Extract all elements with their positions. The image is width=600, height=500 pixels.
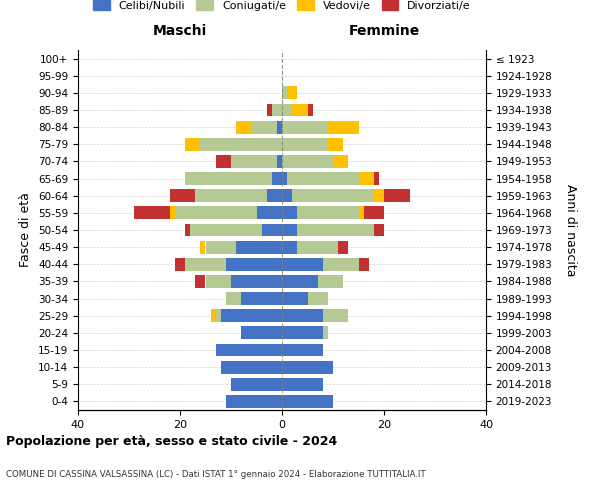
Bar [226, 395, 282, 408]
Bar [287, 172, 359, 185]
Bar [323, 326, 328, 340]
Bar [282, 86, 287, 100]
Bar [221, 360, 282, 374]
Text: Maschi: Maschi [153, 24, 207, 38]
Bar [231, 275, 282, 288]
Bar [282, 206, 298, 220]
Bar [185, 172, 272, 185]
Bar [282, 240, 298, 254]
Bar [282, 344, 323, 356]
Bar [333, 155, 349, 168]
Bar [374, 224, 384, 236]
Bar [267, 190, 282, 202]
Bar [185, 138, 200, 150]
Bar [175, 258, 185, 270]
Bar [282, 104, 292, 117]
Bar [170, 206, 175, 220]
Bar [282, 190, 292, 202]
Bar [236, 240, 282, 254]
Bar [328, 120, 359, 134]
Bar [216, 155, 231, 168]
Bar [231, 378, 282, 390]
Y-axis label: Anni di nascita: Anni di nascita [563, 184, 577, 276]
Bar [282, 172, 287, 185]
Bar [190, 224, 262, 236]
Bar [262, 224, 282, 236]
Y-axis label: Fasce di età: Fasce di età [19, 192, 32, 268]
Bar [359, 206, 364, 220]
Bar [170, 190, 196, 202]
Bar [282, 275, 318, 288]
Bar [282, 360, 333, 374]
Bar [282, 395, 333, 408]
Bar [318, 275, 343, 288]
Bar [292, 104, 308, 117]
Bar [134, 206, 170, 220]
Bar [384, 190, 410, 202]
Bar [231, 155, 277, 168]
Bar [328, 138, 343, 150]
Bar [292, 190, 374, 202]
Bar [211, 310, 216, 322]
Bar [272, 172, 282, 185]
Bar [308, 292, 328, 305]
Bar [359, 172, 374, 185]
Bar [216, 310, 221, 322]
Bar [226, 258, 282, 270]
Legend: Celibi/Nubili, Coniugati/e, Vedovi/e, Divorziati/e: Celibi/Nubili, Coniugati/e, Vedovi/e, Di… [89, 0, 475, 16]
Bar [308, 104, 313, 117]
Bar [272, 104, 282, 117]
Bar [206, 240, 236, 254]
Bar [282, 326, 323, 340]
Bar [196, 275, 206, 288]
Text: Popolazione per età, sesso e stato civile - 2024: Popolazione per età, sesso e stato civil… [6, 435, 337, 448]
Bar [251, 120, 277, 134]
Bar [185, 258, 226, 270]
Bar [200, 138, 282, 150]
Bar [282, 378, 323, 390]
Bar [221, 310, 282, 322]
Bar [298, 206, 359, 220]
Bar [277, 120, 282, 134]
Bar [267, 104, 272, 117]
Bar [277, 155, 282, 168]
Bar [282, 138, 328, 150]
Bar [200, 240, 206, 254]
Bar [282, 258, 323, 270]
Bar [206, 275, 231, 288]
Bar [323, 258, 359, 270]
Bar [282, 292, 308, 305]
Bar [298, 224, 374, 236]
Bar [364, 206, 384, 220]
Bar [282, 155, 333, 168]
Bar [323, 310, 349, 322]
Bar [241, 292, 282, 305]
Bar [298, 240, 338, 254]
Bar [236, 120, 251, 134]
Bar [241, 326, 282, 340]
Bar [226, 292, 241, 305]
Bar [282, 224, 298, 236]
Bar [359, 258, 369, 270]
Bar [374, 172, 379, 185]
Bar [374, 190, 384, 202]
Text: COMUNE DI CASSINA VALSASSINA (LC) - Dati ISTAT 1° gennaio 2024 - Elaborazione TU: COMUNE DI CASSINA VALSASSINA (LC) - Dati… [6, 470, 425, 479]
Bar [196, 190, 267, 202]
Bar [287, 86, 298, 100]
Bar [185, 224, 190, 236]
Bar [338, 240, 349, 254]
Bar [282, 310, 323, 322]
Bar [216, 344, 282, 356]
Bar [257, 206, 282, 220]
Bar [175, 206, 257, 220]
Text: Femmine: Femmine [349, 24, 419, 38]
Bar [282, 120, 328, 134]
